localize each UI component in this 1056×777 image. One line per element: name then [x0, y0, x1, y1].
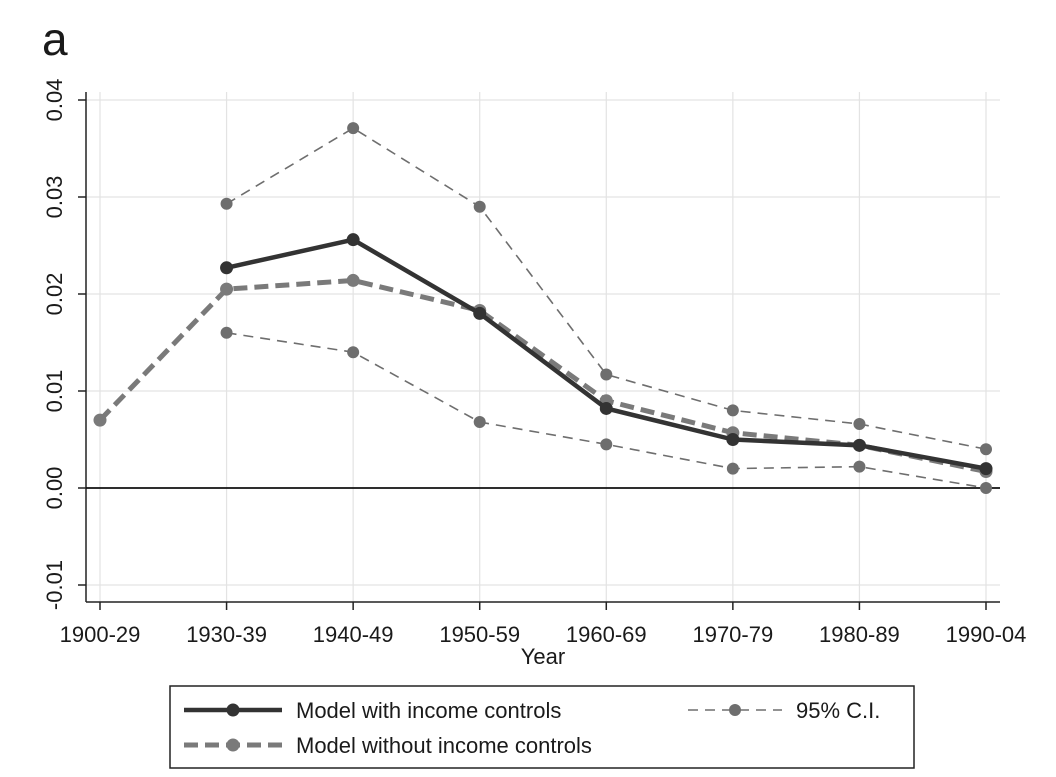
x-tick-label: 1980-89	[819, 622, 900, 647]
series-without-income-controls-point	[346, 273, 360, 287]
series-with-income-controls-point	[346, 233, 360, 247]
legend-box	[169, 685, 915, 769]
ci-upper-point	[853, 417, 866, 430]
ci-lower-point	[347, 346, 360, 359]
series-with-income-controls-point	[220, 261, 234, 275]
ci-lower-point	[600, 438, 613, 451]
series-with-income-controls-point	[979, 462, 993, 476]
y-tick-label: 0.03	[42, 176, 67, 219]
y-tick-label: 0.01	[42, 370, 67, 413]
series-with-income-controls-point	[852, 438, 866, 452]
x-tick-label: 1990-04	[946, 622, 1027, 647]
plot-series	[93, 122, 993, 494]
x-tick-label: 1900-29	[60, 622, 141, 647]
series-with-income-controls-point	[473, 306, 487, 320]
axes: -0.01 0.00 0.01 0.02 0.03 0.04 1900-29 1930-39 1…	[42, 79, 1026, 647]
panel-label: a	[42, 13, 68, 65]
legend-label: 95% C.I.	[796, 698, 880, 723]
ci-upper-point	[347, 122, 360, 135]
ci-upper-point	[980, 443, 992, 456]
grid	[86, 92, 1000, 602]
ci-upper-point	[473, 200, 486, 213]
x-tick-label: 1970-79	[692, 622, 773, 647]
y-tick-label: 0.04	[42, 79, 67, 122]
legend-swatch-marker	[226, 703, 240, 717]
series-with-income-controls-point	[599, 401, 613, 415]
y-tick-label: 0.00	[42, 467, 67, 510]
ci-lower-point	[853, 460, 866, 473]
x-axis-title: Year	[521, 644, 565, 669]
legend: Model with income controls 95% C.I. Model …	[169, 685, 915, 769]
x-tick-label: 1940-49	[313, 622, 394, 647]
x-tick-label: 1950-59	[439, 622, 520, 647]
series-without-income-controls-point	[93, 413, 107, 427]
series-with-income-controls-point	[726, 433, 740, 446]
ci-upper-point	[726, 404, 739, 417]
legend-label: Model without income controls	[296, 733, 592, 758]
ci-lower-point	[220, 326, 233, 339]
ci-lower-point	[473, 416, 486, 429]
x-tick-label: 1930-39	[186, 622, 267, 647]
series-without-income-controls-point	[220, 282, 234, 296]
ci-upper-point	[600, 368, 613, 381]
legend-swatch-marker	[729, 704, 741, 716]
x-tick-label: 1960-69	[566, 622, 647, 647]
legend-label: Model with income controls	[296, 698, 561, 723]
y-tick-label: 0.02	[42, 273, 67, 316]
legend-swatch-marker	[226, 738, 240, 752]
ci-lower-point	[726, 462, 739, 475]
ci-upper-point	[220, 197, 233, 210]
ci-lower-point	[980, 482, 992, 494]
y-tick-label: -0.01	[42, 560, 67, 610]
